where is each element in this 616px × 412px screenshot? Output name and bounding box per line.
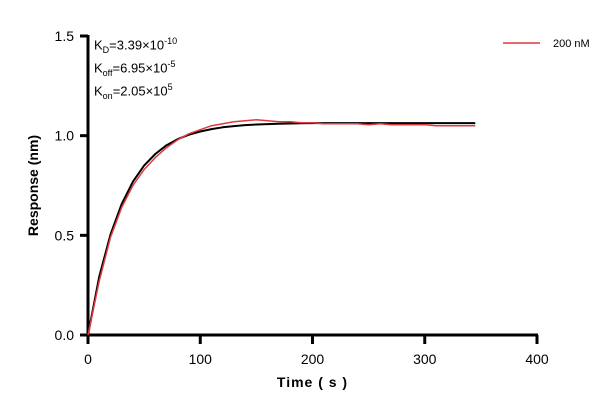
x-tick-label: 100: [189, 351, 213, 367]
x-tick-label: 300: [413, 351, 437, 367]
legend-label: 200 nM: [553, 38, 590, 50]
kon-annotation: Kon=2.05×105: [94, 82, 173, 101]
x-tick-label: 200: [301, 351, 325, 367]
x-axis-label: Time ( s ): [277, 374, 348, 390]
x-tick-label: 0: [84, 351, 92, 367]
y-tick-label: 0.0: [55, 327, 75, 343]
y-axis-label: Response (nm): [25, 135, 41, 236]
y-tick-label: 0.5: [55, 227, 75, 243]
koff-annotation: Koff=6.95×10-5: [94, 59, 176, 78]
y-tick-label: 1.5: [55, 28, 75, 44]
y-tick-label: 1.0: [55, 128, 75, 144]
fit-curve: [87, 122, 476, 336]
x-tick-label: 400: [525, 351, 549, 367]
kd-annotation: KD=3.39×10-10: [94, 36, 178, 55]
series-200nM-line: [87, 118, 476, 336]
